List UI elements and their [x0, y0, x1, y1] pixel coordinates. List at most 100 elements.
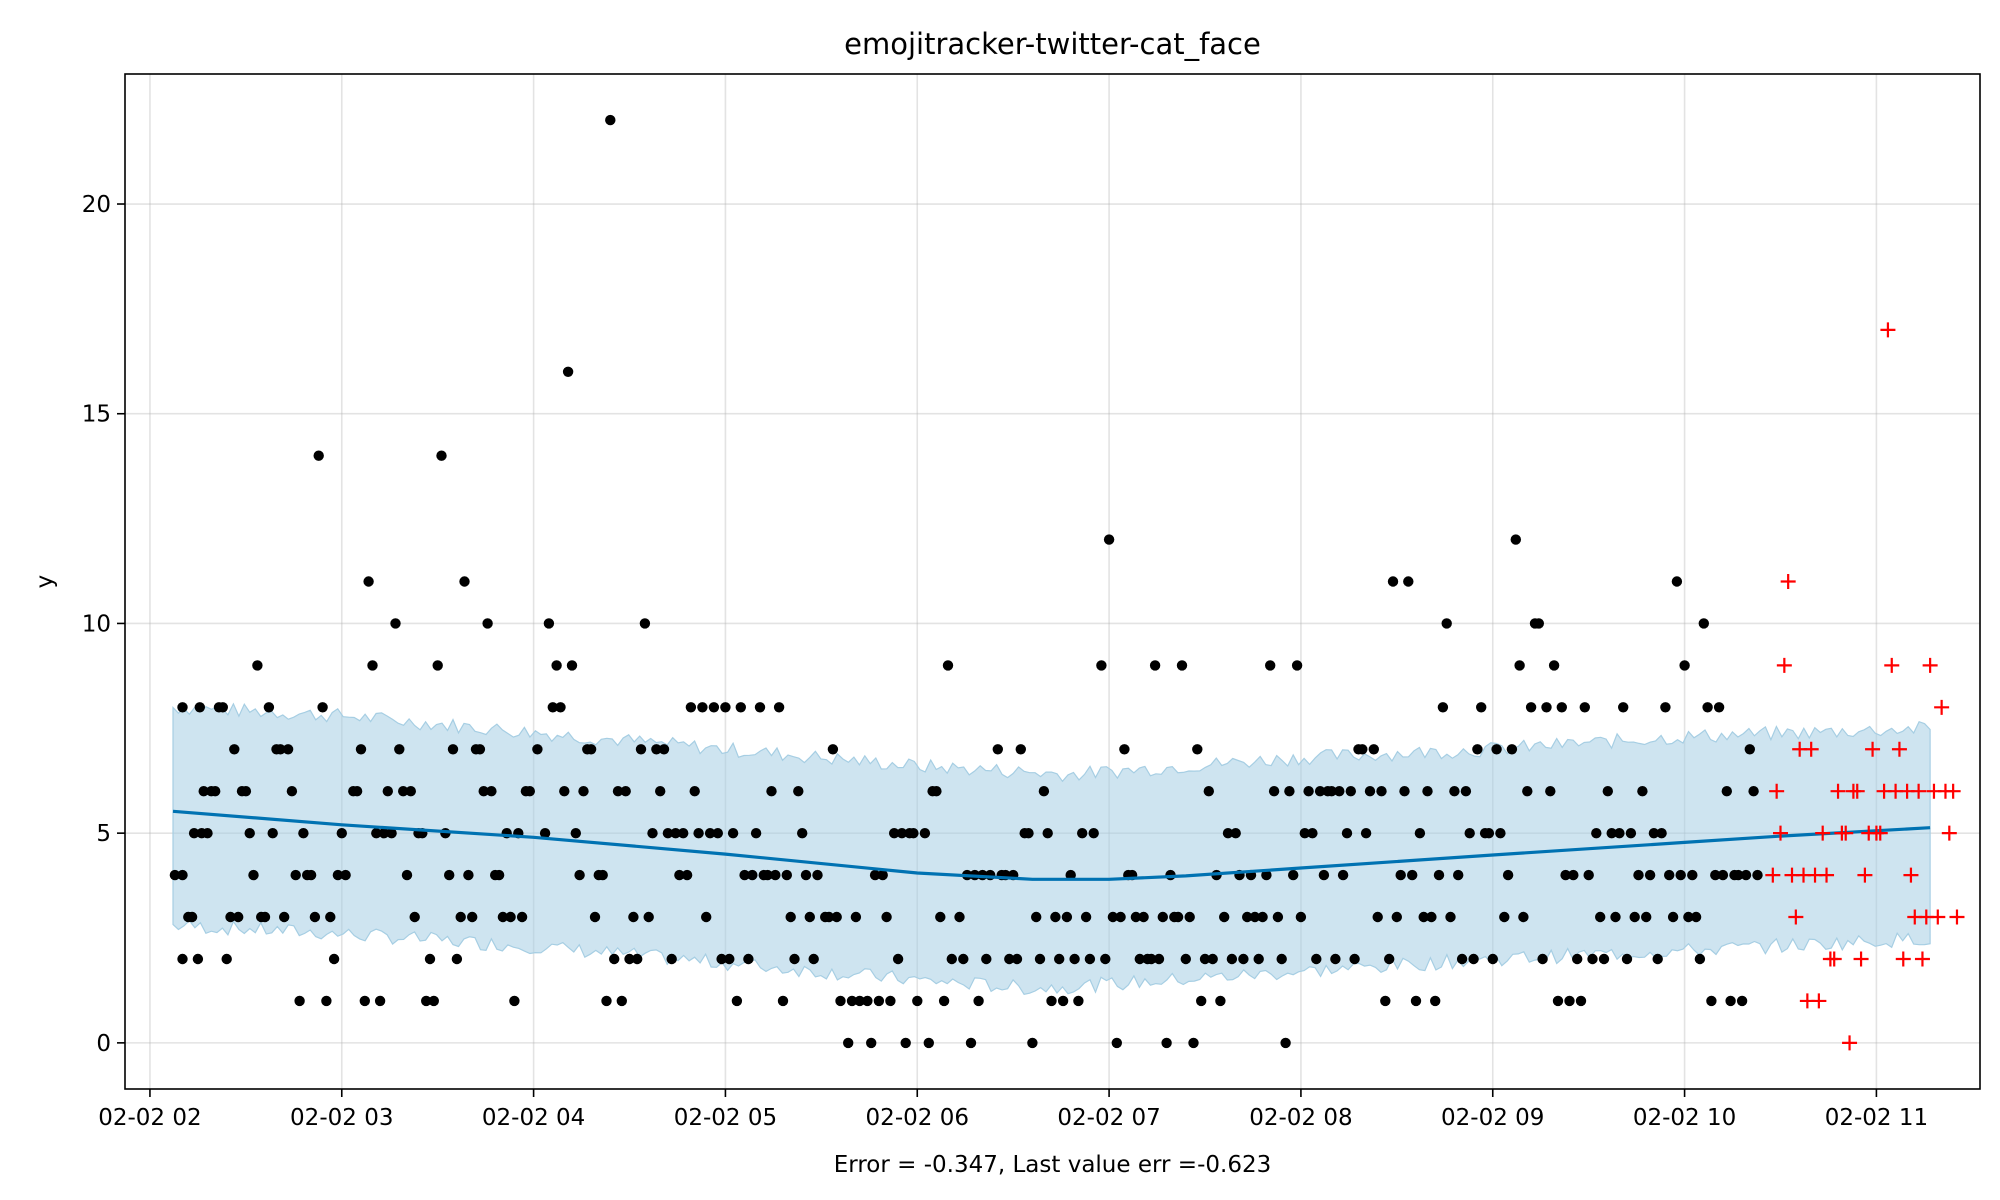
observed-point [1476, 702, 1487, 713]
observed-point [1510, 534, 1522, 545]
observed-point [643, 911, 654, 923]
observed-point [1238, 953, 1249, 965]
observed-point [935, 911, 946, 923]
observed-point [286, 786, 298, 797]
observed-point [1107, 911, 1119, 923]
observed-point [1341, 828, 1353, 839]
observed-point [1499, 911, 1510, 923]
observed-point [1295, 911, 1307, 923]
observed-point [1407, 869, 1418, 881]
future-point [1780, 574, 1796, 589]
observed-point [612, 786, 624, 797]
observed-point [632, 953, 643, 965]
observed-point [336, 828, 347, 839]
observed-point [731, 995, 743, 1007]
observed-point [463, 869, 474, 881]
observed-point [1445, 911, 1456, 923]
observed-point [1426, 911, 1437, 923]
observed-point [942, 660, 954, 671]
observed-point [1453, 869, 1464, 881]
observed-point [1652, 953, 1663, 965]
observed-point [766, 786, 777, 797]
observed-point [946, 953, 957, 965]
observed-point [1065, 869, 1076, 881]
observed-point [1215, 995, 1226, 1007]
observed-point [1710, 869, 1721, 881]
observed-point [1744, 744, 1756, 755]
observed-point [516, 911, 528, 923]
observed-point [754, 702, 766, 713]
observed-point [835, 995, 846, 1007]
observed-point [505, 911, 516, 923]
future-point [1880, 322, 1896, 338]
observed-point [1069, 953, 1080, 965]
observed-point [908, 828, 919, 839]
future-point [1865, 741, 1881, 757]
observed-point [1533, 618, 1545, 629]
observed-point [1161, 1037, 1172, 1049]
observed-point [843, 1037, 854, 1049]
observed-point [585, 744, 597, 755]
observed-point [1460, 786, 1472, 797]
observed-point [1027, 1037, 1038, 1049]
y-tick-label: 5 [96, 821, 111, 847]
observed-point [1318, 869, 1330, 881]
observed-point [1387, 576, 1399, 587]
observed-point [635, 744, 647, 755]
observed-point [1575, 995, 1587, 1007]
observed-point [451, 953, 463, 965]
observed-point [539, 828, 551, 839]
future-point [1945, 783, 1961, 799]
future-point [1941, 825, 1957, 841]
observed-point [248, 869, 259, 881]
observed-point [1395, 869, 1406, 881]
observed-point [1717, 869, 1729, 881]
observed-point [444, 869, 455, 881]
observed-point [965, 1037, 977, 1049]
observed-point [658, 744, 670, 755]
observed-point [570, 828, 581, 839]
observed-point [321, 995, 332, 1007]
observed-point [1057, 995, 1069, 1007]
observed-point [428, 995, 439, 1007]
x-tick-label: 02-02 09 [1441, 1105, 1544, 1131]
observed-point [551, 660, 562, 671]
observed-point [1345, 786, 1357, 797]
observed-point [716, 953, 727, 965]
observed-point [739, 869, 750, 881]
observed-point [1437, 702, 1449, 713]
future-point [1826, 951, 1842, 967]
observed-point [459, 576, 470, 587]
observed-point [1276, 953, 1287, 965]
observed-point [497, 911, 509, 923]
observed-point [275, 744, 286, 755]
observed-point [1046, 995, 1057, 1007]
observed-point [1495, 828, 1506, 839]
observed-point [169, 869, 181, 881]
x-tick-label: 02-02 04 [482, 1105, 585, 1131]
observed-point [188, 828, 200, 839]
observed-point [259, 911, 271, 923]
observed-point [562, 366, 574, 377]
y-axis-label: y [32, 575, 58, 589]
future-point [1934, 699, 1950, 715]
observed-point [1702, 702, 1713, 713]
observed-point [1134, 953, 1146, 965]
observed-point [1153, 953, 1165, 965]
observed-point [1487, 953, 1499, 965]
observed-point [1441, 618, 1452, 629]
observed-point [850, 911, 862, 923]
observed-point [1272, 911, 1284, 923]
observed-point [1011, 953, 1023, 965]
observed-point [1149, 660, 1161, 671]
observed-point [1222, 828, 1234, 839]
observed-point [670, 828, 681, 839]
observed-point [309, 911, 321, 923]
observed-point [1138, 911, 1149, 923]
observed-point [1694, 953, 1706, 965]
observed-point [628, 911, 639, 923]
observed-point [1687, 869, 1698, 881]
observed-point [1418, 911, 1429, 923]
observed-point [873, 995, 885, 1007]
